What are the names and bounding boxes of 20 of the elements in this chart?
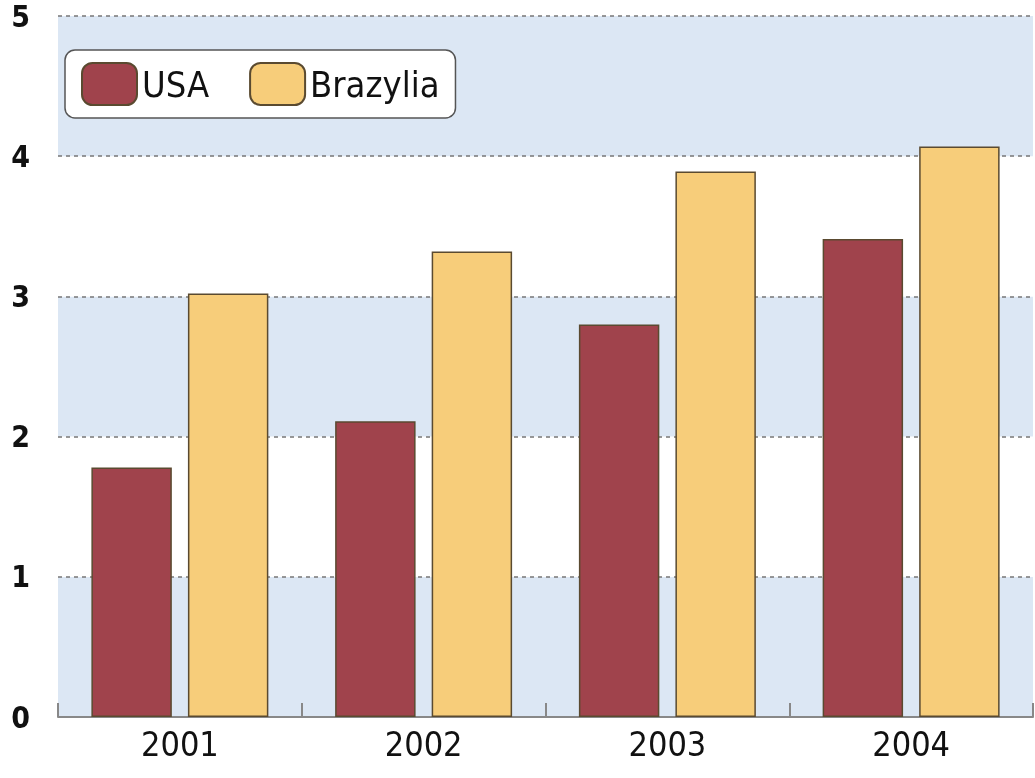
bar: [822, 238, 904, 717]
y-tick-label: 3: [11, 278, 30, 314]
bar: [578, 324, 660, 717]
x-tick-label: 2001: [140, 724, 219, 764]
legend-label: USA: [142, 63, 210, 105]
y-tick-label: 0: [11, 699, 30, 735]
bar: [187, 293, 269, 717]
y-tick-label: 4: [11, 138, 30, 174]
bar: [675, 171, 756, 717]
y-tick-label: 1: [11, 559, 30, 595]
y-tick-label: 2: [11, 419, 30, 455]
x-tick-label: 2004: [872, 724, 951, 764]
bar: [335, 421, 416, 717]
bar: [431, 251, 513, 717]
legend-label: Brazylia: [310, 63, 440, 105]
bar: [919, 146, 1000, 717]
bar: [91, 467, 172, 717]
x-tick-label: 2003: [628, 724, 707, 764]
x-tick-label: 2002: [384, 724, 463, 764]
y-tick-label: 5: [11, 0, 30, 34]
